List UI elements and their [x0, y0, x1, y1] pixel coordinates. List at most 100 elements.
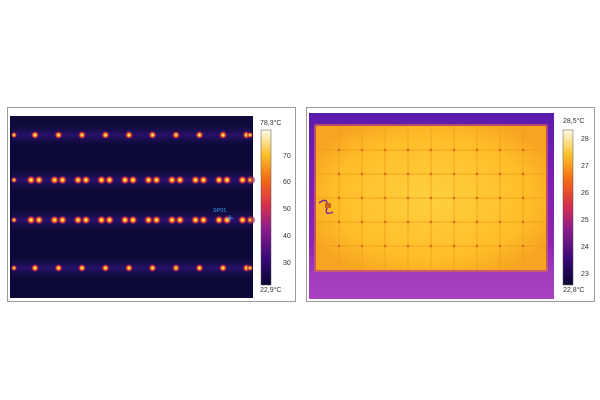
hot-spot: [57, 215, 68, 225]
cell-junction-dot: [475, 196, 479, 200]
thermal-image-left-panel: SP01 78,3°C 22,9°C 70 60 50 40 30: [7, 107, 296, 302]
hot-spot: [26, 175, 36, 185]
cell-junction-dot: [429, 172, 433, 176]
crosshair-icon: [227, 215, 233, 221]
cell-junction-dot: [337, 196, 341, 200]
scale-tick: 23: [581, 271, 589, 278]
scale-tick: 40: [283, 233, 291, 240]
cell-junction-dot: [452, 148, 456, 152]
cell-junction-dot: [498, 220, 502, 224]
hot-spot: [246, 264, 254, 272]
cell-junction-dot: [452, 196, 456, 200]
cell-junction-dot: [429, 196, 433, 200]
cell-junction-dot: [406, 172, 410, 176]
hot-spot: [195, 130, 204, 140]
hot-spot: [171, 130, 181, 140]
hot-spot: [10, 216, 18, 224]
hot-spot: [96, 175, 107, 185]
hot-spot: [77, 130, 87, 140]
hot-spot: [198, 175, 209, 185]
hot-spot: [30, 263, 40, 273]
hot-spot: [167, 175, 177, 185]
cell-junction-dot: [521, 220, 525, 224]
hot-spot: [171, 263, 181, 273]
hot-spot: [10, 176, 18, 184]
scale-max-label: 78,3°C: [260, 120, 282, 127]
hot-spot: [143, 215, 154, 225]
scale-tick: 24: [581, 244, 589, 251]
hot-spot: [10, 131, 18, 139]
cell-junction-dot: [337, 220, 341, 224]
thermal-image-hot-spots: SP01: [10, 116, 272, 298]
cell-junction-dot: [406, 220, 410, 224]
cell-junction-dot: [452, 172, 456, 176]
hot-spot: [190, 215, 201, 225]
hot-spot: [49, 215, 60, 225]
hot-spot: [120, 175, 130, 185]
hot-spot: [26, 215, 36, 225]
cell-junction-dot: [406, 244, 410, 248]
hot-spot: [190, 175, 201, 185]
hot-spot: [128, 215, 138, 225]
cell-junction-dot: [360, 148, 364, 152]
hot-spot: [73, 215, 83, 225]
cell-junction-dot: [498, 148, 502, 152]
scale-tick: 27: [581, 163, 589, 170]
scale-min-label: 22,9°C: [260, 287, 282, 294]
spot-marker-label: SP01: [213, 208, 226, 214]
cell-junction-dot: [383, 220, 387, 224]
cell-junction-dot: [475, 220, 479, 224]
hot-spot: [167, 215, 177, 225]
cell-junction-dot: [337, 244, 341, 248]
cell-junction-dot: [406, 196, 410, 200]
scale-tick: 25: [581, 217, 589, 224]
hot-spot: [49, 175, 60, 185]
hot-spot: [81, 215, 91, 225]
hot-spot: [124, 263, 134, 273]
hot-spot: [104, 175, 115, 185]
hot-spot: [214, 215, 224, 225]
scale-tick: 28: [581, 136, 589, 143]
temperature-color-scale-bar: [562, 129, 574, 286]
cell-junction-dot: [383, 148, 387, 152]
cell-junction-dot: [498, 172, 502, 176]
cell-junction-dot: [498, 244, 502, 248]
cell-junction-dot: [406, 148, 410, 152]
hot-spot: [54, 130, 63, 140]
hot-spot: [124, 130, 134, 140]
scale-tick: 60: [283, 179, 291, 186]
cell-junction-dot: [429, 148, 433, 152]
cell-junction-dot: [337, 148, 341, 152]
hot-spot: [175, 175, 185, 185]
cell-junction-dot: [521, 244, 525, 248]
cell-junction-dot: [383, 244, 387, 248]
hot-spot: [222, 175, 232, 185]
cell-junction-dot: [337, 172, 341, 176]
hot-spot: [57, 175, 68, 185]
temperature-color-scale-bar: [260, 129, 272, 286]
hot-spot: [151, 175, 162, 185]
thermal-image-right-panel: 28,5°C 22,8°C 28 27 26 25 24 23: [306, 107, 595, 302]
cell-junction-dot: [429, 244, 433, 248]
hot-spot: [198, 215, 209, 225]
cell-junction-dot: [521, 148, 525, 152]
cell-junction-dot: [475, 148, 479, 152]
cell-junction-dot: [429, 220, 433, 224]
hot-spot: [10, 264, 18, 272]
hot-spot: [54, 263, 63, 273]
hot-spot: [246, 216, 254, 224]
hot-spot: [237, 175, 248, 185]
cell-junction-dot: [475, 172, 479, 176]
cell-junction-dot: [452, 244, 456, 248]
hot-spot: [30, 130, 40, 140]
scale-tick: 70: [283, 153, 291, 160]
hot-spot: [96, 215, 107, 225]
scale-tick: 50: [283, 206, 291, 213]
cell-junction-dot: [360, 244, 364, 248]
hot-spot: [175, 215, 185, 225]
hot-spot: [73, 175, 83, 185]
cell-junction-dot: [521, 172, 525, 176]
hot-spot: [148, 263, 157, 273]
hot-spot: [143, 175, 154, 185]
hot-spot: [246, 131, 254, 139]
